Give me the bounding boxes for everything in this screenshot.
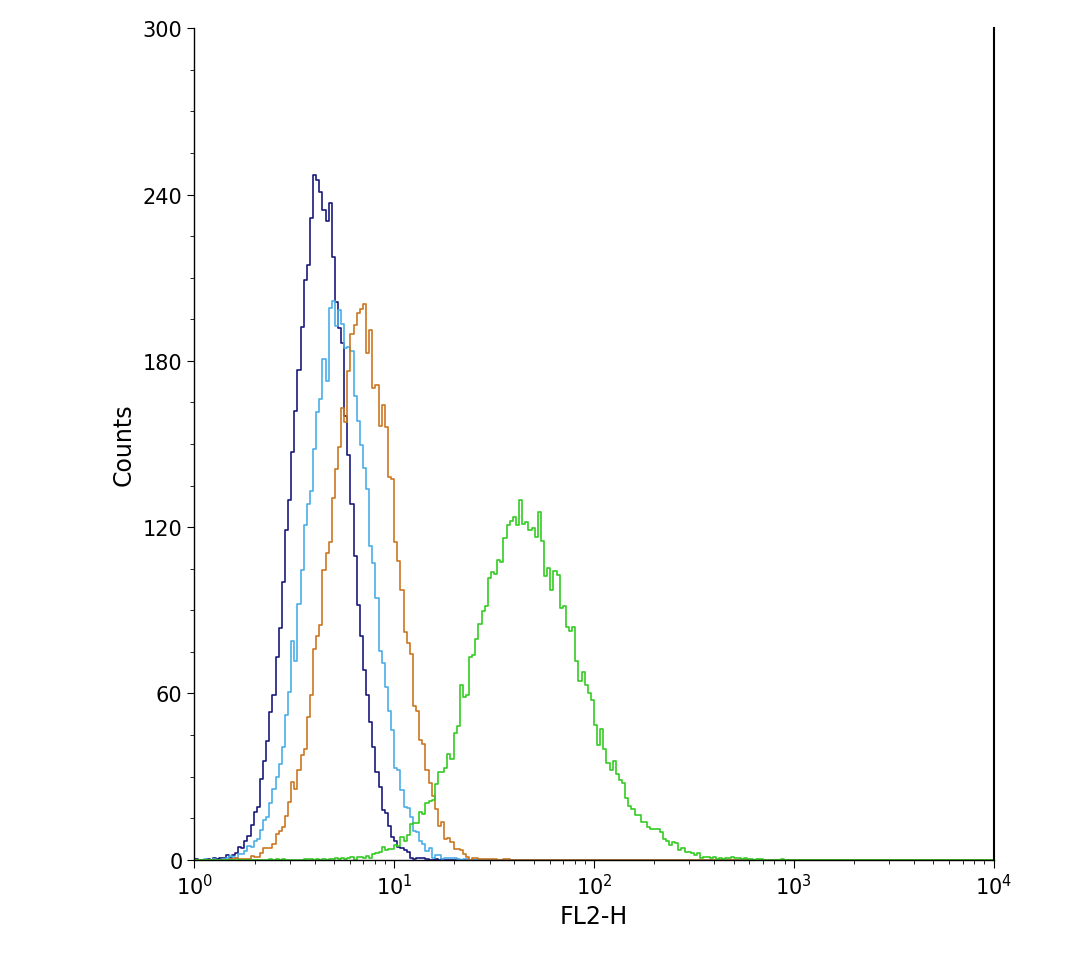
- Y-axis label: Counts: Counts: [112, 404, 136, 486]
- X-axis label: FL2-H: FL2-H: [559, 904, 629, 927]
